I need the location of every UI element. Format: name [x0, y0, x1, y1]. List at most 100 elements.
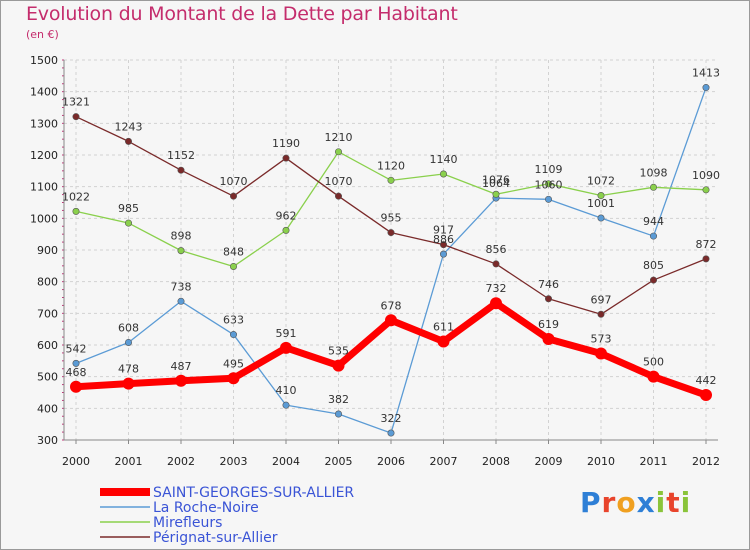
- data-point: [72, 113, 80, 121]
- data-point: [230, 192, 238, 200]
- y-tick-label: 900: [37, 244, 58, 257]
- logo-letter: t: [666, 486, 681, 519]
- data-point: [492, 190, 500, 198]
- data-point: [542, 332, 555, 345]
- data-label: 944: [643, 215, 664, 228]
- data-label: 1321: [62, 96, 90, 109]
- data-point: [72, 359, 80, 367]
- y-tick-label: 700: [37, 307, 58, 320]
- data-point: [177, 247, 185, 255]
- data-label: 591: [276, 327, 297, 340]
- data-label: 985: [118, 202, 139, 215]
- data-point: [177, 297, 185, 305]
- data-point: [702, 255, 710, 263]
- logo-letter: o: [616, 486, 637, 519]
- x-tick-label: 2004: [272, 455, 300, 468]
- data-label: 1109: [535, 163, 563, 176]
- data-label: 611: [433, 321, 454, 334]
- data-label: 1064: [482, 177, 510, 190]
- y-tick-label: 800: [37, 276, 58, 289]
- data-label: 1152: [167, 149, 195, 162]
- data-point: [125, 219, 133, 227]
- data-label: 856: [486, 243, 507, 256]
- data-label: 1413: [692, 67, 720, 80]
- data-point: [702, 84, 710, 92]
- data-point: [439, 170, 447, 178]
- data-point: [175, 374, 187, 387]
- axes: 300 400 500 600 700 800 900 1000 1100 1200 1300 140…: [30, 54, 720, 468]
- data-label: 1070: [220, 175, 248, 188]
- data-point: [334, 410, 342, 418]
- data-label: 1001: [587, 197, 615, 210]
- y-tick-label: 1000: [30, 212, 58, 225]
- data-point: [437, 335, 450, 348]
- data-point: [595, 347, 607, 360]
- data-point: [597, 310, 605, 318]
- data-point: [282, 226, 290, 234]
- legend-label: Mirefleurs: [153, 515, 222, 531]
- y-tick-label: 1300: [30, 117, 58, 130]
- data-labels: 468 478 487 495 591 535 678 611 732 619 573 500 442 5…: [62, 67, 720, 425]
- data-label: 962: [276, 209, 297, 222]
- legend-label: La Roche-Noire: [153, 500, 259, 516]
- data-point: [230, 331, 238, 339]
- chart-subtitle: (en €): [26, 28, 59, 41]
- logo-letter: i: [655, 486, 667, 519]
- y-tick-label: 600: [37, 339, 58, 352]
- data-label: 898: [171, 230, 192, 243]
- data-point: [700, 389, 712, 402]
- x-tick-label: 2003: [220, 455, 248, 468]
- data-point: [282, 154, 290, 162]
- x-tick-label: 2002: [167, 455, 195, 468]
- data-point: [70, 380, 82, 393]
- data-label: 1243: [115, 120, 143, 133]
- data-label: 478: [118, 363, 139, 376]
- data-point: [332, 359, 345, 372]
- data-point: [72, 207, 80, 215]
- data-point: [177, 166, 185, 174]
- legend-label: Pérignat-sur-Allier: [153, 530, 278, 546]
- data-label: 848: [223, 245, 244, 258]
- y-tick-label: 500: [37, 371, 58, 384]
- data-point: [439, 250, 447, 258]
- data-point: [227, 372, 240, 385]
- data-point: [492, 260, 500, 268]
- x-tick-label: 2000: [62, 455, 90, 468]
- data-label: 468: [66, 366, 87, 379]
- data-point: [387, 176, 395, 184]
- data-label: 608: [118, 321, 139, 334]
- y-tick-label: 1100: [30, 181, 58, 194]
- data-label: 1060: [535, 178, 563, 191]
- proxiti-logo: Proxiti: [580, 486, 691, 519]
- data-label: 1098: [640, 166, 668, 179]
- data-label: 500: [643, 356, 664, 369]
- data-point: [334, 192, 342, 200]
- legend-label: SAINT-GEORGES-SUR-ALLIER: [153, 485, 354, 501]
- logo-letter: i: [680, 486, 692, 519]
- logo-letter: x: [636, 486, 656, 519]
- data-label: 955: [381, 212, 402, 225]
- data-label: 732: [486, 282, 507, 295]
- data-label: 633: [223, 314, 244, 327]
- series-group: [70, 84, 712, 437]
- y-tick-label: 1500: [30, 54, 58, 67]
- x-tick-label: 2010: [587, 455, 615, 468]
- data-label: 1120: [377, 159, 405, 172]
- data-point: [597, 214, 605, 222]
- data-label: 697: [591, 293, 612, 306]
- data-point: [280, 341, 292, 354]
- data-label: 410: [276, 384, 297, 397]
- x-tick-label: 2012: [692, 455, 720, 468]
- data-label: 1070: [325, 175, 353, 188]
- data-label: 1210: [325, 131, 353, 144]
- data-label: 535: [328, 345, 349, 358]
- data-label: 1022: [62, 190, 90, 203]
- chart-title: Evolution du Montant de la Dette par Hab…: [26, 3, 458, 25]
- data-point: [282, 401, 290, 409]
- data-label: 487: [171, 360, 192, 373]
- data-label: 442: [696, 374, 717, 387]
- y-tick-label: 400: [37, 402, 58, 415]
- data-label: 382: [328, 393, 349, 406]
